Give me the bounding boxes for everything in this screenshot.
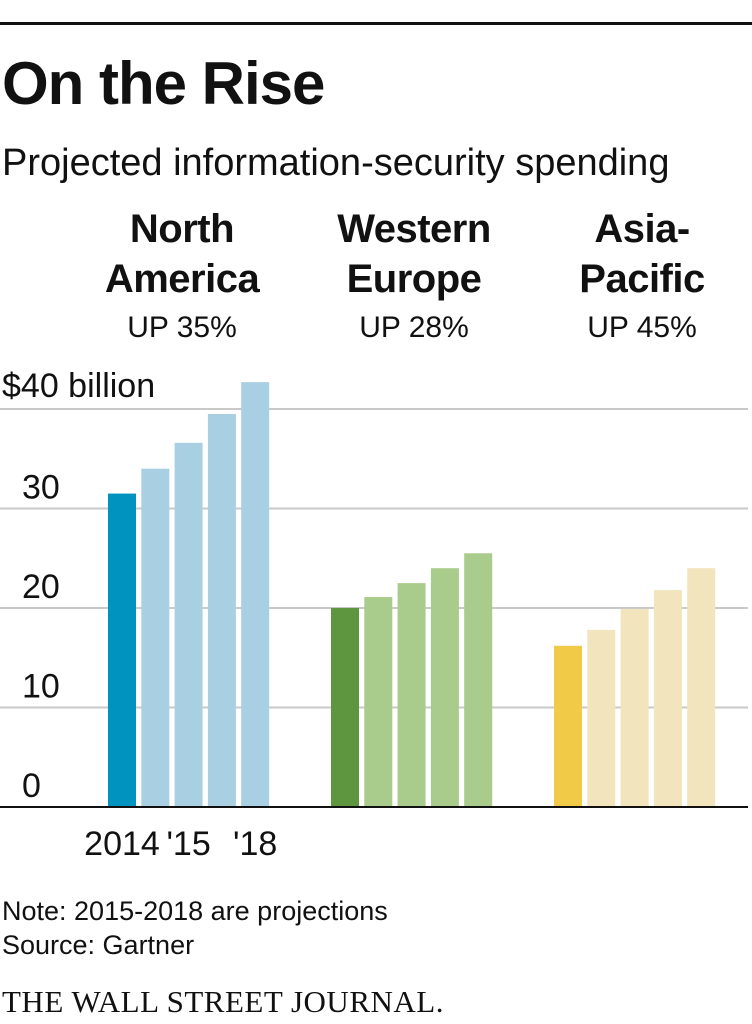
bar (430, 568, 459, 807)
wsj-logo: THE WALL STREET JOURNAL. (2, 984, 444, 1019)
region-name-line1: Asia- (594, 207, 690, 251)
bar (364, 597, 393, 807)
bars (108, 382, 716, 807)
y-tick-label: 0 (22, 767, 41, 805)
y-tick-label: 20 (22, 568, 60, 606)
bar (397, 583, 426, 807)
region-header-north-america: North America UP 35% (72, 204, 292, 346)
y-tick-label: 30 (22, 469, 60, 507)
bar (331, 608, 359, 807)
bar-chart: 0 10 20 30 $40 billion 2014'15 '18 (0, 367, 748, 863)
bar (687, 568, 716, 807)
region-name-line1: North (129, 207, 235, 251)
region-change: UP 35% (127, 311, 237, 344)
region-name-line2: Europe (346, 257, 482, 301)
region-name-line2: Pacific (579, 257, 705, 301)
bar (207, 413, 236, 807)
projection-note: Note: 2015-2018 are projections (2, 896, 388, 926)
bar (141, 468, 170, 807)
source-note: Source: Gartner (2, 930, 195, 960)
chart-title: On the Rise (2, 50, 325, 117)
region-name-line2: America (104, 257, 260, 301)
bar (620, 608, 649, 807)
bar (653, 590, 682, 807)
x-tick-label: 2014 (84, 825, 160, 863)
footnotes: Note: 2015-2018 are projections Source: … (2, 894, 388, 962)
bar (554, 645, 582, 807)
bar (241, 382, 270, 807)
x-tick-label: '18 (233, 825, 277, 863)
axis-labels: 0 10 20 30 $40 billion 2014'15 '18 (2, 367, 277, 863)
y-tick-label: 10 (22, 668, 60, 706)
region-name-line1: Western (337, 207, 491, 251)
region-change: UP 45% (587, 311, 697, 344)
top-rule (0, 22, 752, 25)
bar (108, 493, 136, 807)
x-tick-label: '15 (166, 825, 210, 863)
region-header-western-europe: Western Europe UP 28% (304, 204, 524, 346)
region-header-asia-pacific: Asia- Pacific UP 45% (532, 204, 752, 346)
chart-subtitle: Projected information-security spending (2, 142, 670, 184)
region-change: UP 28% (359, 311, 469, 344)
bar (464, 553, 493, 807)
bar (174, 442, 203, 807)
y-axis-top-label: $40 billion (2, 367, 155, 405)
bar (587, 629, 616, 807)
